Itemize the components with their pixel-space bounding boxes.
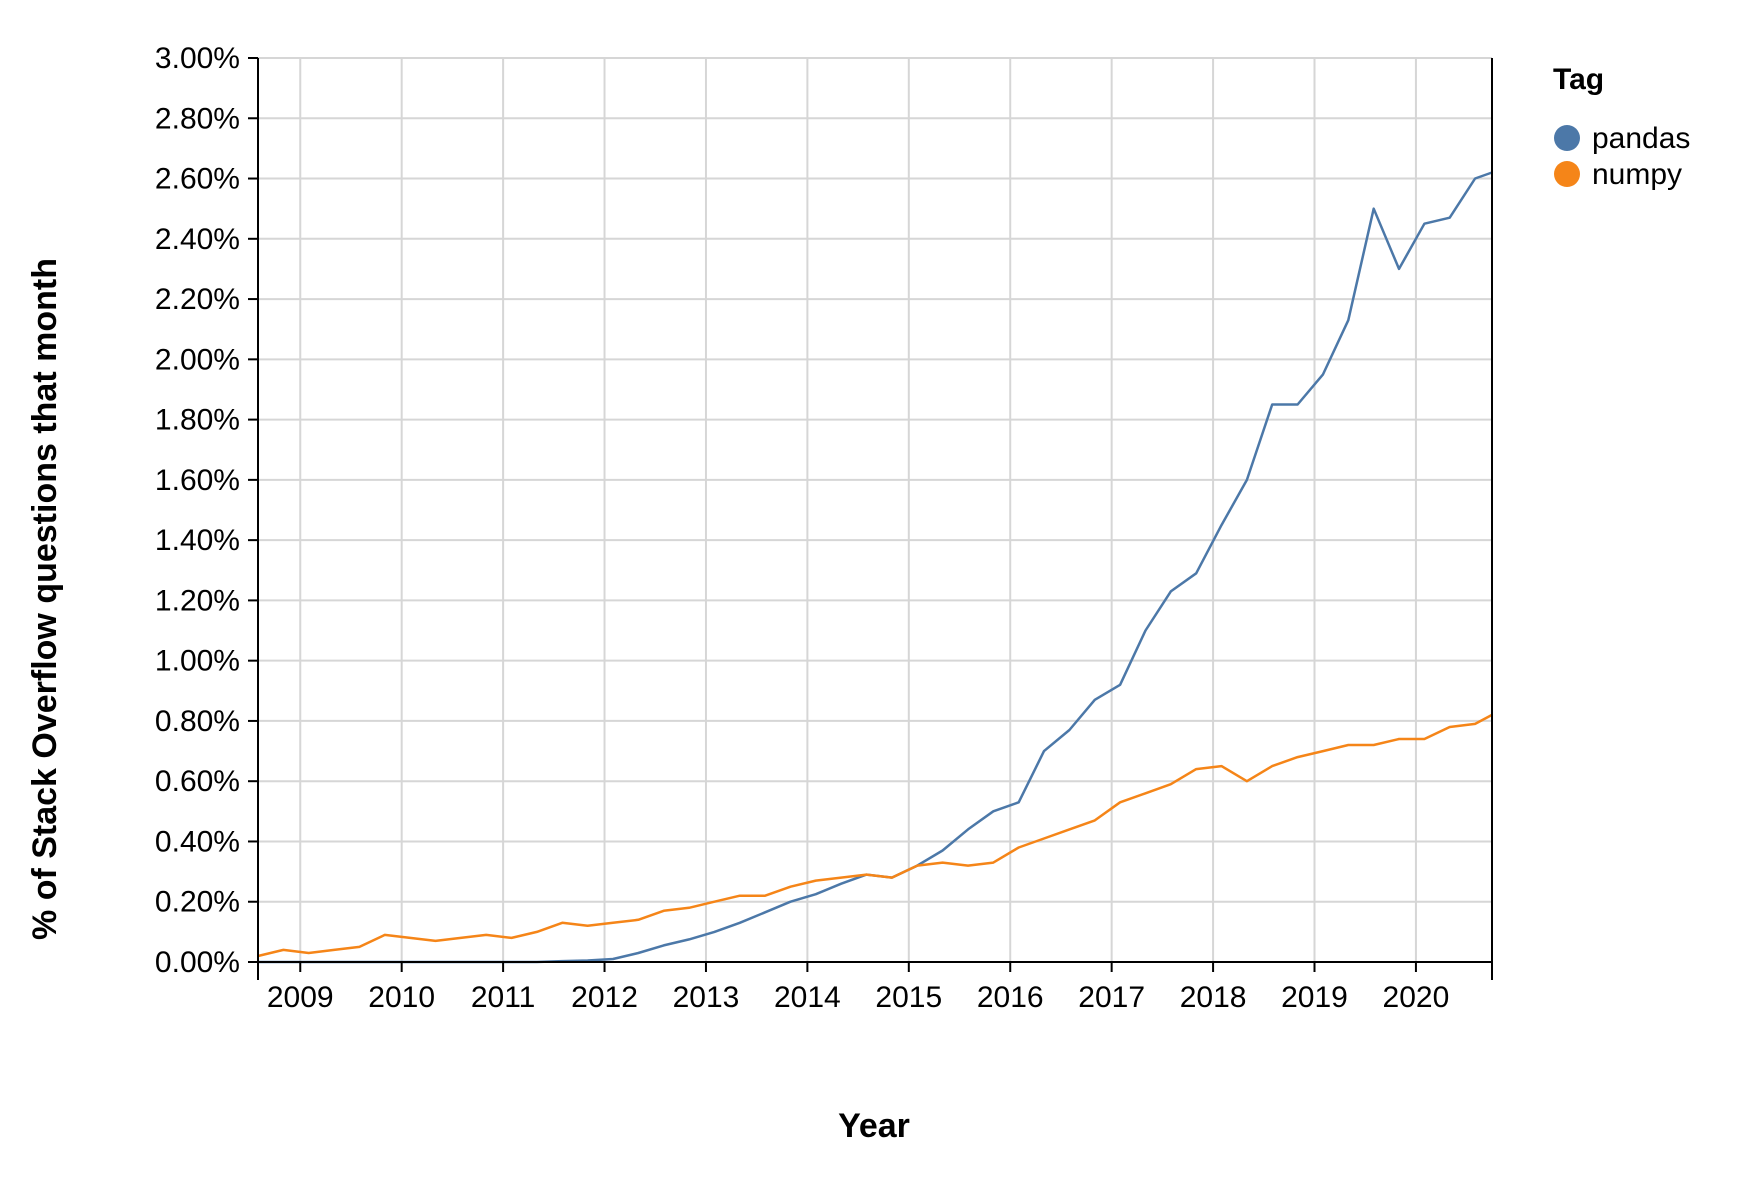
- y-tick-label: 1.20%: [155, 584, 240, 617]
- y-tick-label: 0.20%: [155, 886, 240, 919]
- y-tick-label: 0.80%: [155, 705, 240, 738]
- y-tick-label: 1.40%: [155, 524, 240, 557]
- legend-swatch-numpy: [1554, 161, 1580, 187]
- y-tick-label: 2.00%: [155, 343, 240, 376]
- y-tick-label: 0.40%: [155, 825, 240, 858]
- y-tick-label: 0.00%: [155, 946, 240, 979]
- tick-labels: 0.00% 0.20% 0.40% 0.60% 0.80% 1.00% 1.20% 1.40%…: [155, 42, 1449, 1014]
- x-tick-label: 2019: [1281, 981, 1348, 1014]
- y-tick-label: 2.40%: [155, 223, 240, 256]
- x-tick-label: 2009: [267, 981, 334, 1014]
- x-tick-label: 2011: [471, 981, 536, 1014]
- series-line-numpy: [257, 713, 1493, 958]
- axes: [248, 57, 1493, 980]
- legend-title: Tag: [1553, 63, 1604, 96]
- y-tick-label: 3.00%: [155, 42, 240, 75]
- y-tick-label: 1.00%: [155, 645, 240, 678]
- y-tick-label: 1.60%: [155, 464, 240, 497]
- x-tick-label: 2013: [673, 981, 740, 1014]
- legend-swatch-pandas: [1554, 125, 1580, 151]
- y-tick-label: 2.60%: [155, 163, 240, 196]
- series-lines: [257, 171, 1493, 964]
- x-tick-label: 2017: [1078, 981, 1145, 1014]
- y-tick-label: 1.80%: [155, 404, 240, 437]
- x-tick-label: 2012: [571, 981, 638, 1014]
- x-tick-label: 2010: [368, 981, 435, 1014]
- y-tick-label: 2.80%: [155, 102, 240, 135]
- x-tick-label: 2020: [1383, 981, 1450, 1014]
- series-line-pandas: [258, 171, 1493, 964]
- x-tick-label: 2016: [977, 981, 1044, 1014]
- legend-label-numpy: numpy: [1592, 158, 1682, 191]
- y-tick-label: 0.60%: [155, 765, 240, 798]
- x-tick-label: 2015: [875, 981, 942, 1014]
- x-axis-title: Year: [838, 1107, 910, 1145]
- y-tick-label: 2.20%: [155, 283, 240, 316]
- x-tick-label: 2018: [1180, 981, 1247, 1014]
- y-axis-title: % of Stack Overflow questions that month: [26, 258, 64, 940]
- legend-label-pandas: pandas: [1592, 122, 1690, 155]
- x-tick-label: 2014: [774, 981, 841, 1014]
- gridlines: [258, 57, 1492, 963]
